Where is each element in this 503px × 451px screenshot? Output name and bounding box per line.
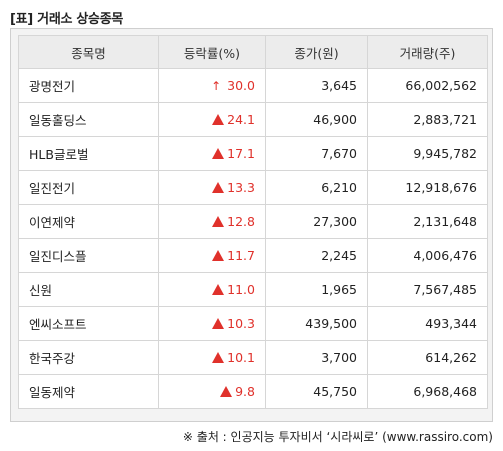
volume-cell: 6,968,468	[367, 374, 488, 409]
close-price-cell: 27,300	[265, 204, 368, 239]
change-rate-value: 17.1	[227, 146, 255, 161]
change-rate-value: 12.8	[227, 214, 255, 229]
table-row: 일동제약 9.8 45,750 6,968,468	[18, 374, 488, 409]
table-row: 일진디스플 11.7 2,245 4,006,476	[18, 238, 488, 273]
source-note: ※ 출처 : 인공지능 투자비서 ‘시라씨로’ (www.rassiro.com…	[182, 430, 493, 444]
rise-triangle-icon	[212, 114, 225, 125]
header-close: 종가(원)	[265, 35, 368, 69]
stock-name-cell: 일동제약	[18, 374, 159, 409]
rise-triangle-icon	[212, 216, 225, 227]
close-price-cell: 45,750	[265, 374, 368, 409]
close-price-cell: 6,210	[265, 170, 368, 205]
change-rate-value: 24.1	[227, 112, 255, 127]
stock-name-cell: 한국주강	[18, 340, 159, 375]
close-price-cell: 1,965	[265, 272, 368, 307]
table-row: 이연제약 12.8 27,300 2,131,648	[18, 204, 488, 239]
volume-cell: 7,567,485	[367, 272, 488, 307]
stock-name-cell: 이연제약	[18, 204, 159, 239]
stock-name-cell: 일동홀딩스	[18, 102, 159, 137]
stock-name-cell: 일진전기	[18, 170, 159, 205]
change-rate-value: 9.8	[235, 384, 255, 399]
table-frame: 종목명 등락률(%) 종가(원) 거래량(주) 광명전기 ↑ 30.0 3,645 66…	[10, 28, 493, 422]
stock-name-cell: 신원	[18, 272, 159, 307]
volume-cell: 493,344	[367, 306, 488, 341]
change-rate-cell: 17.1	[158, 136, 266, 171]
change-rate-cell: 11.0	[158, 272, 266, 307]
change-rate-value: 10.3	[227, 316, 255, 331]
change-rate-value: 11.0	[227, 282, 255, 297]
change-rate-value: 11.7	[227, 248, 255, 263]
change-rate-cell: 12.8	[158, 204, 266, 239]
close-price-cell: 439,500	[265, 306, 368, 341]
rise-triangle-icon	[212, 250, 225, 261]
table-row: 엔씨소프트 10.3 439,500 493,344	[18, 306, 488, 341]
change-rate-cell: 13.3	[158, 170, 266, 205]
stock-name-cell: 엔씨소프트	[18, 306, 159, 341]
rise-triangle-icon	[212, 318, 225, 329]
table-row: 한국주강 10.1 3,700 614,262	[18, 340, 488, 375]
change-rate-value: 10.1	[227, 350, 255, 365]
volume-cell: 66,002,562	[367, 68, 488, 103]
volume-cell: 9,945,782	[367, 136, 488, 171]
stock-name-cell: 광명전기	[18, 68, 159, 103]
volume-cell: 4,006,476	[367, 238, 488, 273]
rise-triangle-icon	[212, 284, 225, 295]
rise-triangle-icon	[220, 386, 233, 397]
change-rate-cell: 10.1	[158, 340, 266, 375]
close-price-cell: 3,700	[265, 340, 368, 375]
table-body: 광명전기 ↑ 30.0 3,645 66,002,562 일동홀딩스 24.1 46,900 2…	[18, 68, 488, 409]
stock-table: 종목명 등락률(%) 종가(원) 거래량(주) 광명전기 ↑ 30.0 3,645 66…	[18, 35, 488, 409]
rise-triangle-icon	[212, 352, 225, 363]
table-row: HLB글로벌 17.1 7,670 9,945,782	[18, 136, 488, 171]
header-row: 종목명 등락률(%) 종가(원) 거래량(주)	[18, 35, 488, 69]
change-rate-cell: 10.3	[158, 306, 266, 341]
header-rate: 등락률(%)	[158, 35, 266, 69]
close-price-cell: 7,670	[265, 136, 368, 171]
close-price-cell: 2,245	[265, 238, 368, 273]
rise-triangle-icon	[212, 148, 225, 159]
change-rate-cell: 11.7	[158, 238, 266, 273]
close-price-cell: 46,900	[265, 102, 368, 137]
change-rate-value: 13.3	[227, 180, 255, 195]
table-row: 일진전기 13.3 6,210 12,918,676	[18, 170, 488, 205]
change-rate-cell: 9.8	[158, 374, 266, 409]
table-caption: [표] 거래소 상승종목	[10, 12, 124, 27]
volume-cell: 12,918,676	[367, 170, 488, 205]
header-name: 종목명	[18, 35, 159, 69]
change-rate-cell: 24.1	[158, 102, 266, 137]
volume-cell: 2,883,721	[367, 102, 488, 137]
volume-cell: 614,262	[367, 340, 488, 375]
volume-cell: 2,131,648	[367, 204, 488, 239]
header-volume: 거래량(주)	[367, 35, 488, 69]
table-row: 일동홀딩스 24.1 46,900 2,883,721	[18, 102, 488, 137]
change-rate-value: 30.0	[227, 78, 255, 93]
stock-name-cell: 일진디스플	[18, 238, 159, 273]
table-row: 광명전기 ↑ 30.0 3,645 66,002,562	[18, 68, 488, 103]
table-row: 신원 11.0 1,965 7,567,485	[18, 272, 488, 307]
change-rate-cell: ↑ 30.0	[158, 68, 266, 103]
stock-name-cell: HLB글로벌	[18, 136, 159, 171]
close-price-cell: 3,645	[265, 68, 368, 103]
upper-limit-arrow-icon: ↑	[211, 79, 222, 93]
rise-triangle-icon	[212, 182, 225, 193]
